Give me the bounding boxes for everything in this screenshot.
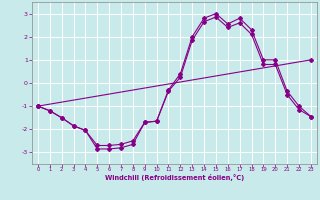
X-axis label: Windchill (Refroidissement éolien,°C): Windchill (Refroidissement éolien,°C) — [105, 174, 244, 181]
